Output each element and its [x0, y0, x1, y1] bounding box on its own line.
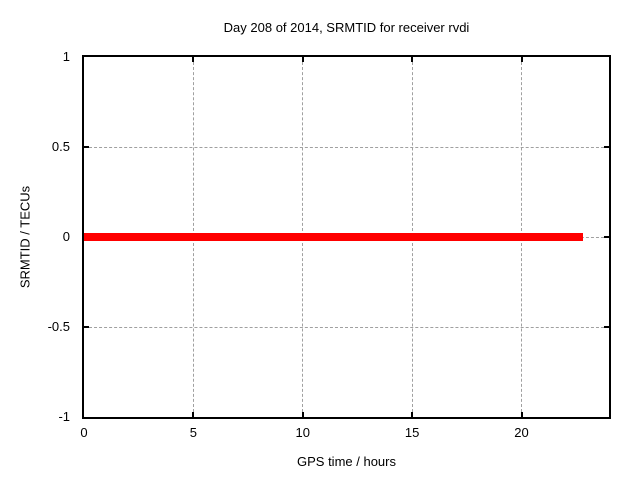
y-tick-mark [604, 146, 609, 148]
x-axis-label: GPS time / hours [297, 454, 396, 469]
y-tick-label: 0.5 [51, 139, 70, 154]
x-tick-label: 15 [404, 425, 420, 440]
x-tick-mark [520, 57, 523, 62]
y-tick-label: 1 [62, 49, 70, 64]
plot-area [82, 55, 611, 419]
x-tick-label: 20 [514, 425, 529, 440]
x-tick-label: 10 [295, 425, 310, 440]
x-tick-mark [411, 412, 414, 417]
series-line-srmtid [84, 233, 583, 241]
x-tick-mark [411, 57, 414, 62]
grid-line-horizontal [84, 326, 609, 328]
y-tick-label: -1 [58, 409, 70, 424]
x-tick-mark [301, 412, 304, 417]
y-tick-mark [604, 236, 609, 238]
x-tick-label: 0 [80, 425, 88, 440]
y-tick-label: -0.5 [47, 319, 70, 334]
x-tick-mark [301, 57, 304, 62]
x-tick-mark [192, 412, 195, 417]
y-tick-mark [604, 326, 609, 328]
y-tick-label: 0 [62, 229, 70, 244]
x-tick-mark [520, 412, 523, 417]
grid-line-horizontal [84, 146, 609, 148]
x-tick-label: 5 [189, 425, 197, 440]
y-tick-mark [84, 326, 89, 328]
chart-title: Day 208 of 2014, SRMTID for receiver rvd… [223, 20, 470, 35]
y-tick-mark [84, 146, 89, 148]
x-tick-mark [192, 57, 195, 62]
